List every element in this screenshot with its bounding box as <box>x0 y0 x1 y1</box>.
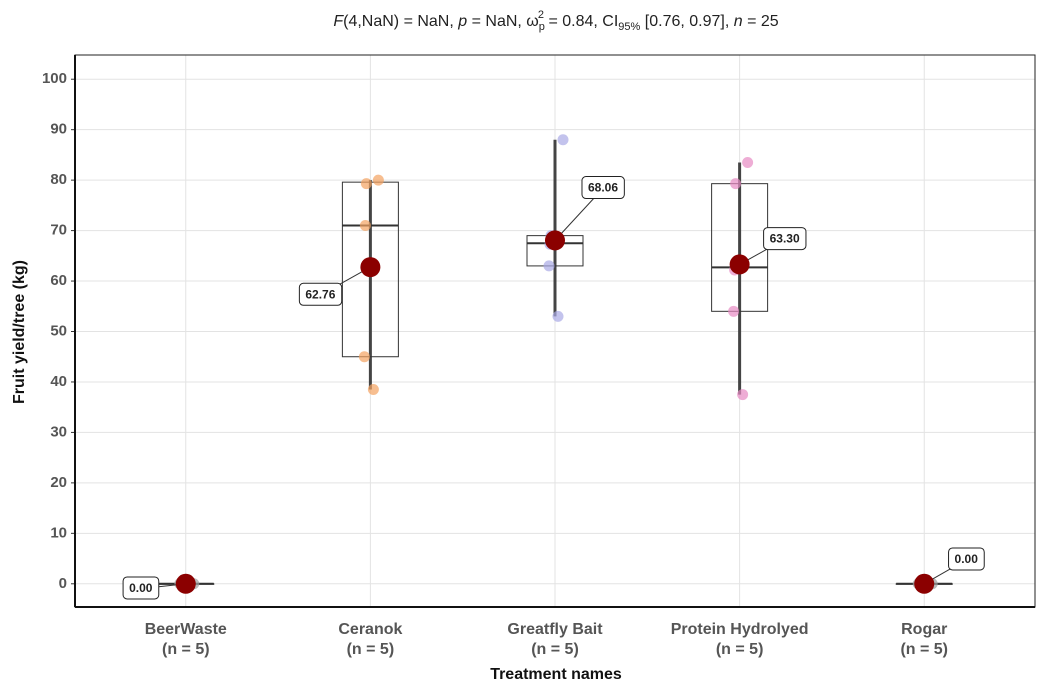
x-tick-label: Rogar <box>901 621 947 638</box>
x-tick-label: Ceranok <box>338 621 402 638</box>
y-tick-label: 40 <box>50 373 67 390</box>
point <box>359 220 371 232</box>
title-part: 95% <box>618 21 640 33</box>
y-axis-title: Fruit yield/tree (kg) <box>11 260 28 404</box>
point <box>358 351 370 363</box>
x-tick-count: (n = 5) <box>531 641 579 658</box>
point <box>737 389 749 401</box>
y-tick-label: 70 <box>50 222 67 239</box>
mean-point <box>545 230 565 251</box>
y-tick-label: 100 <box>42 70 67 87</box>
y-tick-label: 50 <box>50 322 67 339</box>
title-part: = NaN, ω <box>467 13 539 30</box>
y-tick-label: 90 <box>50 121 67 138</box>
y-tick-label: 20 <box>50 474 67 491</box>
point <box>728 305 740 317</box>
y-tick-label: 0 <box>59 575 67 592</box>
x-tick-count: (n = 5) <box>900 641 948 658</box>
point <box>557 134 569 146</box>
mean-label: 0.00 <box>955 552 979 566</box>
point <box>742 156 754 168</box>
title-part: n <box>734 13 743 30</box>
y-tick-label: 80 <box>50 171 67 188</box>
x-tick-label: BeerWaste <box>145 621 227 638</box>
mean-point <box>175 573 196 594</box>
x-axis-title: Treatment names <box>490 666 622 683</box>
y-tick-label: 10 <box>50 524 67 541</box>
mean-label-box <box>581 176 625 200</box>
point <box>360 178 372 190</box>
point <box>372 174 384 186</box>
x-tick-count: (n = 5) <box>347 641 395 658</box>
title-part: (4,NaN) = NaN, <box>343 13 458 30</box>
y-tick-label: 30 <box>50 423 67 440</box>
mean-label: 0.00 <box>129 581 153 595</box>
mean-label-box <box>122 576 160 600</box>
chart-title: F(4,NaN) = NaN, p = NaN, ωp2 = 0.84, CI9… <box>333 9 778 33</box>
point <box>730 178 742 190</box>
mean-label: 62.76 <box>305 287 335 301</box>
title-part: F <box>333 13 344 30</box>
title-part: p <box>539 21 545 33</box>
title-part: p <box>457 13 467 30</box>
mean-label-box <box>763 227 807 251</box>
title-part: = 0.84, CI <box>544 13 618 30</box>
mean-point <box>360 257 381 278</box>
mean-point <box>914 573 935 594</box>
x-tick-label: Protein Hydrolyed <box>671 621 809 638</box>
x-tick-label: Greatfly Bait <box>507 621 603 638</box>
title-part: [0.76, 0.97], <box>640 13 733 30</box>
mean-label-box <box>298 282 343 306</box>
point <box>543 260 555 272</box>
point <box>552 310 564 322</box>
x-tick-count: (n = 5) <box>162 641 210 658</box>
mean-label: 63.30 <box>770 232 800 246</box>
y-tick-label: 60 <box>50 272 67 289</box>
x-tick-count: (n = 5) <box>716 641 764 658</box>
title-part: = 25 <box>743 13 779 30</box>
mean-point <box>729 254 750 275</box>
mean-label-box <box>948 547 985 571</box>
mean-label: 68.06 <box>588 181 618 195</box>
title-part: 2 <box>538 9 544 21</box>
point <box>367 384 379 396</box>
